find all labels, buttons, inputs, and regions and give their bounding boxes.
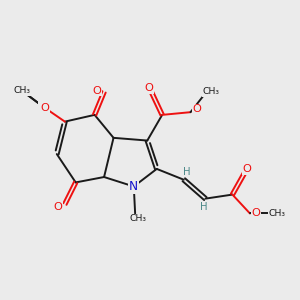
Text: CH₃: CH₃: [13, 86, 30, 95]
Text: H: H: [183, 167, 190, 177]
Text: O: O: [53, 202, 62, 212]
Text: CH₃: CH₃: [129, 214, 146, 224]
Text: O: O: [92, 85, 101, 96]
Text: O: O: [39, 102, 48, 112]
Text: O: O: [243, 164, 252, 174]
Text: CH₃: CH₃: [268, 209, 286, 218]
Text: O: O: [251, 208, 260, 218]
Text: CH₃: CH₃: [202, 87, 219, 96]
Text: O: O: [40, 103, 49, 113]
Text: O: O: [193, 104, 202, 115]
Text: O: O: [144, 83, 153, 93]
Text: N: N: [129, 180, 138, 193]
Text: H: H: [200, 202, 208, 212]
